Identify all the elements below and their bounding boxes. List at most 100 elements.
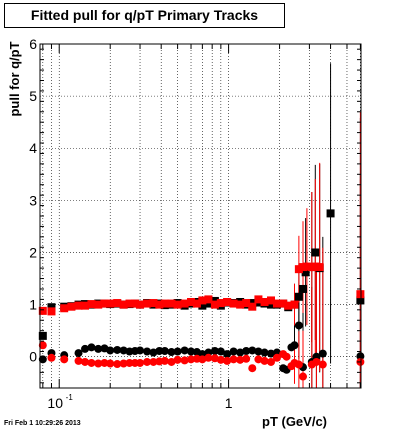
data-point-square (254, 295, 263, 304)
data-point-square (100, 299, 109, 308)
data-point-circle (167, 348, 176, 357)
data-point-circle (180, 356, 189, 365)
data-point-circle (356, 352, 365, 361)
data-point-circle (87, 343, 96, 352)
data-point-square (356, 290, 365, 299)
series-2 (38, 262, 365, 316)
data-point-circle (136, 346, 145, 355)
data-point-square (94, 300, 103, 309)
data-point-square (187, 298, 196, 306)
data-point-circle (94, 359, 103, 368)
data-point-circle (81, 357, 90, 366)
data-point-square (204, 299, 213, 308)
data-point-square (210, 300, 219, 309)
data-point-square (143, 299, 152, 308)
data-point-circle (318, 360, 327, 369)
data-point-circle (272, 353, 281, 362)
data-point-circle (299, 372, 308, 381)
data-point-square (47, 307, 56, 316)
data-point-circle (119, 346, 128, 355)
plot-frame (39, 43, 362, 389)
data-point-circle (260, 348, 269, 357)
data-point-square (267, 296, 276, 305)
data-point-circle (312, 357, 321, 366)
data-point-circle (294, 321, 303, 330)
y-tick-label: 4 (29, 140, 37, 156)
data-point-square (236, 300, 245, 309)
data-point-square (136, 300, 145, 309)
data-point-circle (248, 346, 257, 355)
data-point-square (87, 300, 96, 309)
data-point-square (74, 301, 83, 310)
data-point-circle (38, 341, 47, 350)
data-point-circle (160, 356, 169, 365)
y-tick-label: 2 (29, 244, 37, 260)
data-point-square (192, 299, 201, 308)
data-point-square (279, 299, 288, 308)
data-point-circle (81, 344, 90, 353)
data-point-square (119, 300, 128, 309)
data-point-circle (260, 356, 269, 365)
data-point-circle (294, 360, 303, 369)
axis-layer: 0 1 2 3 4 5 6 10 -1 1 (29, 36, 361, 411)
data-point-circle (216, 355, 225, 364)
data-point-circle (87, 358, 96, 367)
chart-title: Fitted pull for q/pT Primary Tracks (30, 7, 259, 23)
data-point-square (38, 306, 47, 315)
data-point-circle (242, 354, 251, 363)
data-point-circle (113, 345, 122, 354)
data-point-square (267, 300, 276, 309)
data-point-square (311, 248, 320, 257)
data-point-square (167, 299, 176, 308)
data-point-circle (113, 360, 122, 369)
y-tick-label: 0 (29, 349, 37, 365)
data-point-square (47, 303, 56, 312)
data-point-circle (180, 346, 189, 355)
data-point-square (106, 299, 115, 308)
data-point-square (113, 299, 122, 308)
data-point-square (294, 292, 303, 301)
data-point-square (223, 298, 232, 306)
data-point-square (315, 263, 324, 272)
data-point-square (229, 299, 238, 308)
data-point-square (173, 300, 182, 309)
data-point-square (301, 268, 310, 277)
data-point-square (311, 262, 320, 271)
data-point-circle (119, 359, 128, 368)
data-point-circle (210, 346, 219, 355)
data-point-square (204, 295, 213, 304)
data-point-circle (47, 353, 56, 362)
data-point-circle (254, 355, 263, 364)
data-point-circle (149, 357, 158, 366)
data-point-circle (106, 359, 115, 368)
data-point-circle (106, 346, 115, 355)
data-point-square (294, 265, 303, 274)
data-point-square (180, 299, 189, 308)
data-point-circle (236, 355, 245, 364)
data-point-circle (223, 356, 232, 365)
data-point-circle (167, 357, 176, 366)
data-point-square (155, 300, 164, 309)
data-point-circle (290, 341, 299, 350)
data-point-square (326, 209, 335, 218)
y-tick-label: 5 (29, 88, 37, 104)
data-point-circle (136, 358, 145, 367)
data-point-circle (74, 349, 83, 358)
data-point-circle (204, 353, 213, 362)
data-point-circle (143, 357, 152, 366)
data-point-square (130, 299, 139, 308)
data-point-circle (282, 352, 291, 361)
data-point-circle (248, 364, 257, 373)
chart-title-box: Fitted pull for q/pT Primary Tracks (4, 3, 285, 28)
x-tick-label-exponent: -1 (66, 393, 74, 402)
y-tick-label: 3 (29, 192, 37, 208)
data-point-square (38, 331, 47, 340)
data-point-circle (198, 355, 207, 364)
data-point-square (290, 300, 299, 309)
data-point-circle (187, 355, 196, 364)
series-3 (38, 341, 365, 381)
data-point-square (248, 302, 257, 311)
data-point-square (81, 301, 90, 310)
data-point-square (299, 284, 308, 293)
